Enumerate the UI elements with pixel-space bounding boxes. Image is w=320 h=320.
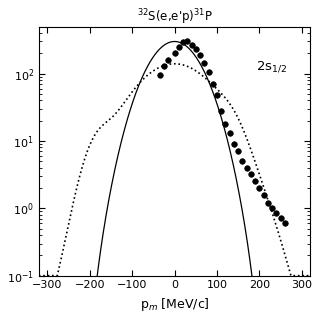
Title: $^{32}$S(e,e'p)$^{31}$P: $^{32}$S(e,e'p)$^{31}$P	[137, 7, 212, 27]
Text: 2s$_{1/2}$: 2s$_{1/2}$	[256, 59, 287, 74]
X-axis label: p$_{m}$ [MeV/c]: p$_{m}$ [MeV/c]	[140, 296, 209, 313]
